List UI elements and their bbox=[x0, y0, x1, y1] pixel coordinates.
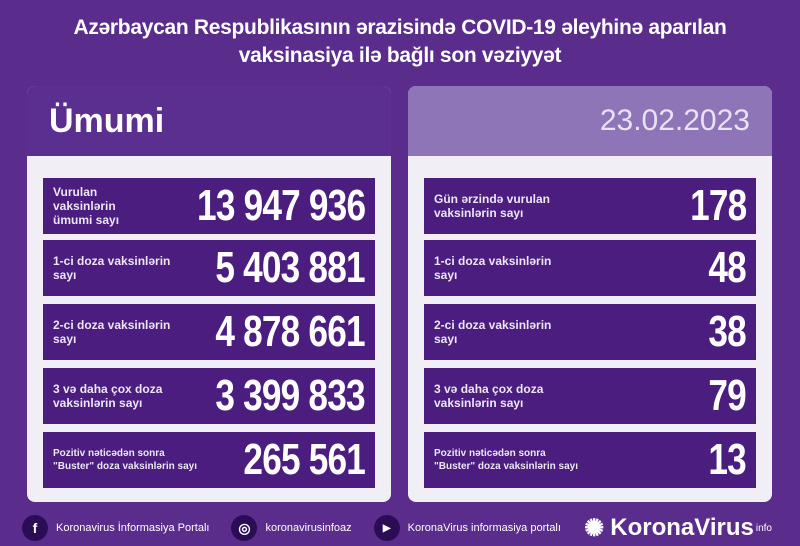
stat-label: Vurulan vaksinlərin ümumi sayı bbox=[53, 185, 120, 227]
instagram-icon: ◎ bbox=[231, 515, 258, 541]
stat-value: 79 bbox=[708, 371, 746, 420]
stat-label: 2-ci doza vaksinlərin sayı bbox=[53, 318, 171, 346]
stat-value: 265 561 bbox=[243, 435, 365, 484]
title-line-2: vaksinasiya ilə bağlı son vəziyyət bbox=[238, 44, 562, 67]
stat-row: Pozitiv nəticədən sonra "Buster" doza va… bbox=[43, 432, 375, 488]
stat-value: 48 bbox=[708, 243, 746, 292]
stat-row: 3 və daha çox doza vaksinlərin sayı 79 bbox=[424, 368, 756, 424]
stat-value: 38 bbox=[708, 307, 746, 356]
facebook-link[interactable]: f Koronavirus İnformasiya Portalı bbox=[22, 515, 209, 541]
stat-value: 3 399 833 bbox=[215, 371, 366, 420]
instagram-link[interactable]: ◎ koronavirusinfoaz bbox=[231, 515, 352, 541]
facebook-icon: f bbox=[22, 515, 48, 541]
stat-value: 13 bbox=[708, 435, 746, 484]
daily-panel: 23.02.2023 Gün ərzində vurulan vaksinlər… bbox=[408, 86, 772, 502]
total-header: Ümumi bbox=[27, 86, 391, 156]
youtube-label: KoronaVirus informasiya portalı bbox=[407, 522, 561, 534]
virus-logo-icon: ✺ bbox=[584, 514, 605, 542]
stat-row: 2-ci doza vaksinlərin sayı 38 bbox=[424, 304, 756, 360]
stat-label: Gün ərzində vurulan vaksinlərin sayı bbox=[434, 192, 551, 220]
stat-row: 3 və daha çox doza vaksinlərin sayı 3 399… bbox=[43, 368, 375, 424]
stat-value: 5 403 881 bbox=[215, 243, 366, 292]
youtube-icon: ▶ bbox=[373, 515, 400, 541]
stat-label: 1-ci doza vaksinlərin sayı bbox=[434, 254, 552, 282]
stat-label: 3 və daha çox doza vaksinlərin sayı bbox=[434, 382, 544, 410]
stat-label: Pozitiv nəticədən sonra "Buster" doza va… bbox=[53, 448, 197, 472]
brand-name: KoronaVirus bbox=[610, 514, 754, 541]
stat-row: Vurulan vaksinlərin ümumi sayı 13 947 936 bbox=[43, 178, 375, 234]
stat-label: 1-ci doza vaksinlərin sayı bbox=[53, 254, 171, 282]
stat-value: 178 bbox=[689, 181, 747, 230]
stat-row: 1-ci doza vaksinlərin sayı 5 403 881 bbox=[43, 240, 375, 296]
brand-logo: ✺ KoronaVirus info bbox=[584, 514, 772, 543]
stat-row: 1-ci doza vaksinlərin sayı 48 bbox=[424, 240, 756, 296]
stat-row: Gün ərzində vurulan vaksinlərin sayı 178 bbox=[424, 178, 756, 234]
stat-row: 2-ci doza vaksinlərin sayı 4 878 661 bbox=[43, 304, 375, 360]
stat-label: 3 və daha çox doza vaksinlərin sayı bbox=[53, 382, 163, 410]
total-panel: Ümumi Vurulan vaksinlərin ümumi sayı 13 9… bbox=[27, 86, 391, 502]
footer: f Koronavirus İnformasiya Portalı ◎ korona… bbox=[0, 510, 800, 546]
stat-label: Pozitiv nəticədən sonra "Buster" doza va… bbox=[434, 448, 578, 472]
page-title: Azərbaycan Respublikasının ərazisində CO… bbox=[0, 14, 800, 70]
stat-row: Pozitiv nəticədən sonra "Buster" doza va… bbox=[424, 432, 756, 488]
brand-sup: info bbox=[755, 522, 772, 534]
date-header: 23.02.2023 bbox=[408, 86, 772, 156]
title-line-1: Azərbaycan Respublikasının ərazisində CO… bbox=[73, 16, 727, 39]
youtube-link[interactable]: ▶ KoronaVirus informasiya portalı bbox=[373, 515, 561, 541]
facebook-label: Koronavirus İnformasiya Portalı bbox=[56, 522, 210, 534]
stat-value: 13 947 936 bbox=[196, 181, 366, 230]
instagram-label: koronavirusinfoaz bbox=[265, 522, 352, 534]
stat-label: 2-ci doza vaksinlərin sayı bbox=[434, 318, 552, 346]
stat-value: 4 878 661 bbox=[215, 307, 366, 356]
